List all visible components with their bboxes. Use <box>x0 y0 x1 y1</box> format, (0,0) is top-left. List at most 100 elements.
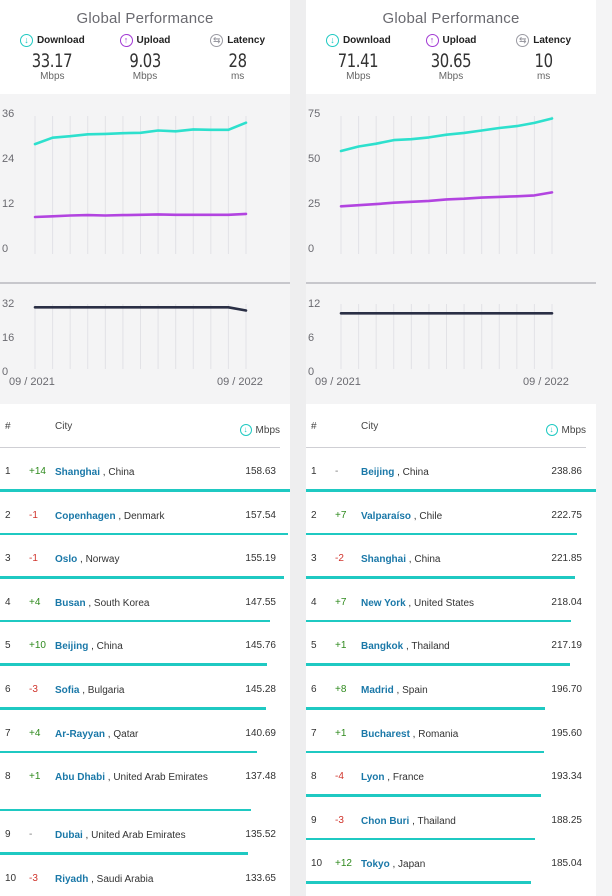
country-name: , China <box>88 641 123 653</box>
latency-tick-label: 16 <box>2 332 14 344</box>
table-row[interactable]: 4 +7 New York , United States 218.04 <box>306 579 596 623</box>
city-name-link[interactable]: Abu Dhabi <box>55 772 105 784</box>
speed-bar <box>306 576 576 579</box>
table-row[interactable]: 6 -3 Sofia , Bulgaria 145.28 <box>0 666 290 710</box>
city-name-link[interactable]: Beijing <box>55 641 89 653</box>
table-row[interactable]: 9 - Dubai , United Arab Emirates 135.52 <box>0 811 290 855</box>
table-row[interactable]: 8 -4 Lyon , France 193.34 <box>306 753 596 797</box>
table-row[interactable]: 2 -1 Copenhagen , Denmark 157.54 <box>0 492 290 536</box>
country-name: , Norway <box>77 554 120 566</box>
mbps-column-header[interactable]: ↓ Mbps <box>545 424 586 436</box>
country-name: , Romania <box>409 728 459 740</box>
speed-cell: 147.55 <box>245 596 276 608</box>
speed-cell: 218.04 <box>551 596 582 608</box>
mbps-column-header[interactable]: ↓ Mbps <box>239 424 280 436</box>
speed-tick-label: 25 <box>308 198 320 210</box>
city-name-link[interactable]: Lyon <box>361 772 385 784</box>
city-name-link[interactable]: Shanghai <box>361 554 407 566</box>
table-row[interactable]: 1 - Beijing , China 238.86 <box>306 448 596 492</box>
speed-series-line-0 <box>339 117 554 153</box>
panel-title: Global Performance <box>76 10 214 27</box>
table-row[interactable]: 4 +4 Busan , South Korea 147.55 <box>0 579 290 623</box>
table-body: 1 +14 Shanghai , China 158.63 2 -1 Copenhagen … <box>0 448 290 896</box>
rank-change: -3 <box>335 814 344 826</box>
rank-change: - <box>29 829 33 841</box>
city-name-link[interactable]: New York <box>361 597 406 609</box>
country-name: , China <box>394 467 429 478</box>
table-row[interactable]: 2 +7 Valparaíso , Chile 222.75 <box>306 492 596 536</box>
table-row[interactable]: 5 +1 Bangkok , Thailand 217.19 <box>306 622 596 666</box>
rank-cell: 10 <box>5 872 17 884</box>
table-row[interactable]: 9 -3 Chon Buri , Thailand 188.25 <box>306 797 596 841</box>
right-margin <box>596 0 612 896</box>
city-name-link[interactable]: Valparaíso <box>361 510 412 522</box>
table-row[interactable]: 1 +14 Shanghai , China 158.63 <box>0 448 290 492</box>
country-name: , United Arab Emirates <box>82 830 186 842</box>
city-column-header[interactable]: City <box>55 421 73 432</box>
table-row[interactable]: 10 -3 Riyadh , Saudi Arabia 133.65 <box>0 855 290 896</box>
speed-bar <box>0 576 284 579</box>
table-row[interactable]: 10 +12 Tokyo , Japan 185.04 <box>306 840 596 884</box>
table-row[interactable]: 3 -2 Shanghai , China 221.85 <box>306 535 596 579</box>
rank-change: +14 <box>29 466 46 477</box>
panel-divider <box>290 0 306 896</box>
latency-tick-label: 32 <box>2 298 14 310</box>
city-cell: Madrid , Spain <box>361 684 521 697</box>
city-cell: Abu Dhabi , United Arab Emirates <box>55 771 215 784</box>
table-row[interactable]: 8 +1 Abu Dhabi , United Arab Emirates 137.4… <box>0 753 290 812</box>
table-row[interactable]: 7 +1 Bucharest , Romania 195.60 <box>306 710 596 754</box>
speed-bar <box>306 532 577 536</box>
rank-column-header: # <box>311 421 317 432</box>
city-name-link[interactable]: Dubai <box>55 830 83 842</box>
city-name-link[interactable]: Tokyo <box>361 859 390 871</box>
table-header: # City ↓ Mbps <box>306 404 586 448</box>
city-name-link[interactable]: Busan <box>55 597 86 609</box>
city-name-link[interactable]: Bangkok <box>361 641 404 653</box>
rank-cell: 7 <box>5 727 11 739</box>
speed-cell: 155.19 <box>245 553 276 565</box>
latency-unit: ms <box>230 71 245 82</box>
city-name-link[interactable]: Shanghai <box>55 467 101 478</box>
city-name-link[interactable]: Madrid <box>361 684 394 696</box>
table-row[interactable]: 5 +10 Beijing , China 145.76 <box>0 622 290 666</box>
rank-cell: 4 <box>5 596 11 608</box>
rank-change: -1 <box>29 553 38 565</box>
speed-cell: 222.75 <box>551 509 582 521</box>
city-name-link[interactable]: Bucharest <box>361 728 410 740</box>
latency-arrows-icon: ⇆ <box>210 33 224 47</box>
rank-change: +8 <box>335 683 347 695</box>
speed-cell: 145.76 <box>245 640 276 652</box>
rank-change: +12 <box>335 858 352 870</box>
rank-cell: 8 <box>311 771 317 783</box>
speed-cell: 193.34 <box>551 771 582 783</box>
rank-change: +1 <box>335 727 347 739</box>
rank-cell: 6 <box>5 683 11 695</box>
country-name: , Chile <box>411 510 443 522</box>
table-row[interactable]: 3 -1 Oslo , Norway 155.19 <box>0 535 290 579</box>
city-name-link[interactable]: Sofia <box>55 684 80 696</box>
city-name-link[interactable]: Ar-Rayyan <box>55 728 106 740</box>
rank-cell: 1 <box>5 466 11 477</box>
download-value: 33.17 <box>32 50 73 72</box>
city-cell: Beijing , China <box>55 640 215 653</box>
city-name-link[interactable]: Copenhagen <box>55 510 116 522</box>
city-name-link[interactable]: Chon Buri <box>361 815 410 827</box>
speed-bar <box>306 619 571 623</box>
city-column-header[interactable]: City <box>361 421 379 432</box>
table-row[interactable]: 7 +4 Ar-Rayyan , Qatar 140.69 <box>0 710 290 754</box>
table-row[interactable]: 6 +8 Madrid , Spain 196.70 <box>306 666 596 710</box>
rank-change: +7 <box>335 509 347 521</box>
city-name-link[interactable]: Riyadh <box>55 873 89 885</box>
city-name-link[interactable]: Beijing <box>361 467 395 478</box>
city-name-link[interactable]: Oslo <box>55 554 78 566</box>
latency-metric: ⇆ Latency 28 ms <box>193 32 283 82</box>
rank-change: +1 <box>335 640 347 652</box>
country-name: , Bulgaria <box>79 684 125 696</box>
rank-change: +10 <box>29 640 46 652</box>
speed-bar <box>306 489 596 492</box>
upload-unit: Mbps <box>438 71 464 82</box>
rank-cell: 5 <box>5 640 11 652</box>
rank-cell: 7 <box>311 727 317 739</box>
download-arrow-icon: ↓ <box>325 33 339 47</box>
